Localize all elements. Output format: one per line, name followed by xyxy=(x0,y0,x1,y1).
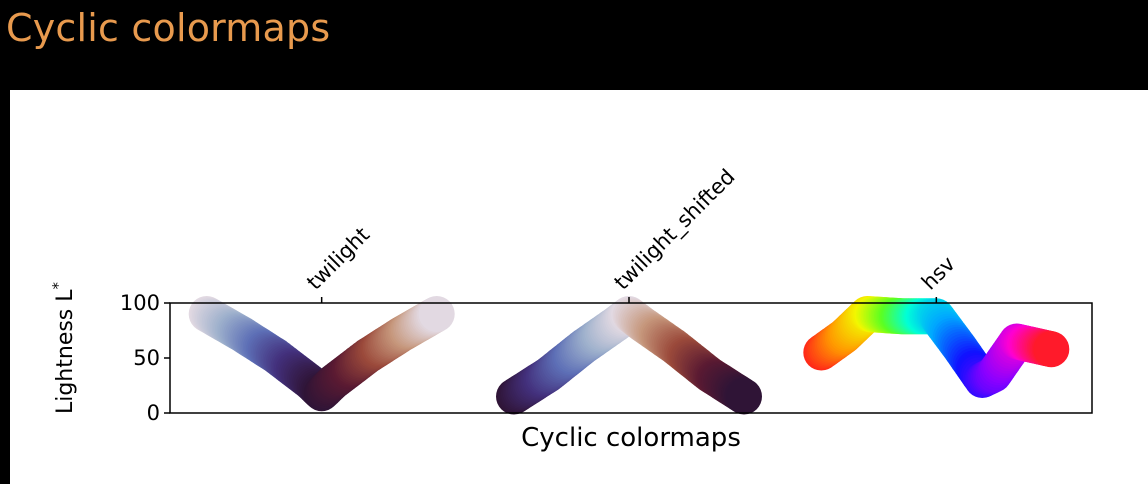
y-tick-label: 50 xyxy=(133,346,160,370)
page-title: Cyclic colormaps xyxy=(6,6,331,50)
y-axis-label: Lightness L* xyxy=(49,281,78,414)
y-tick-label: 100 xyxy=(120,291,160,315)
category-tick-label: twilight_shifted xyxy=(610,165,741,296)
y-ticks: 0 50 100 xyxy=(120,291,170,425)
series-twilight-shifted xyxy=(496,296,762,415)
category-tick-label: twilight xyxy=(302,223,374,295)
series-point xyxy=(726,378,762,415)
x-axis-label: Cyclic colormaps xyxy=(521,423,741,453)
series-layer xyxy=(188,296,1070,415)
category-tick-label: hsv xyxy=(917,252,960,295)
y-axis-label-group: Lightness L* xyxy=(49,281,78,414)
series-point xyxy=(418,296,455,332)
y-axis-label-text: Lightness L xyxy=(53,289,78,414)
y-tick-label: 0 xyxy=(147,401,160,425)
series-hsv xyxy=(803,296,1070,398)
page-header: Cyclic colormaps xyxy=(0,0,1148,90)
series-point xyxy=(1033,331,1070,368)
y-axis-label-superscript: * xyxy=(49,281,67,289)
series-twilight xyxy=(188,296,455,412)
